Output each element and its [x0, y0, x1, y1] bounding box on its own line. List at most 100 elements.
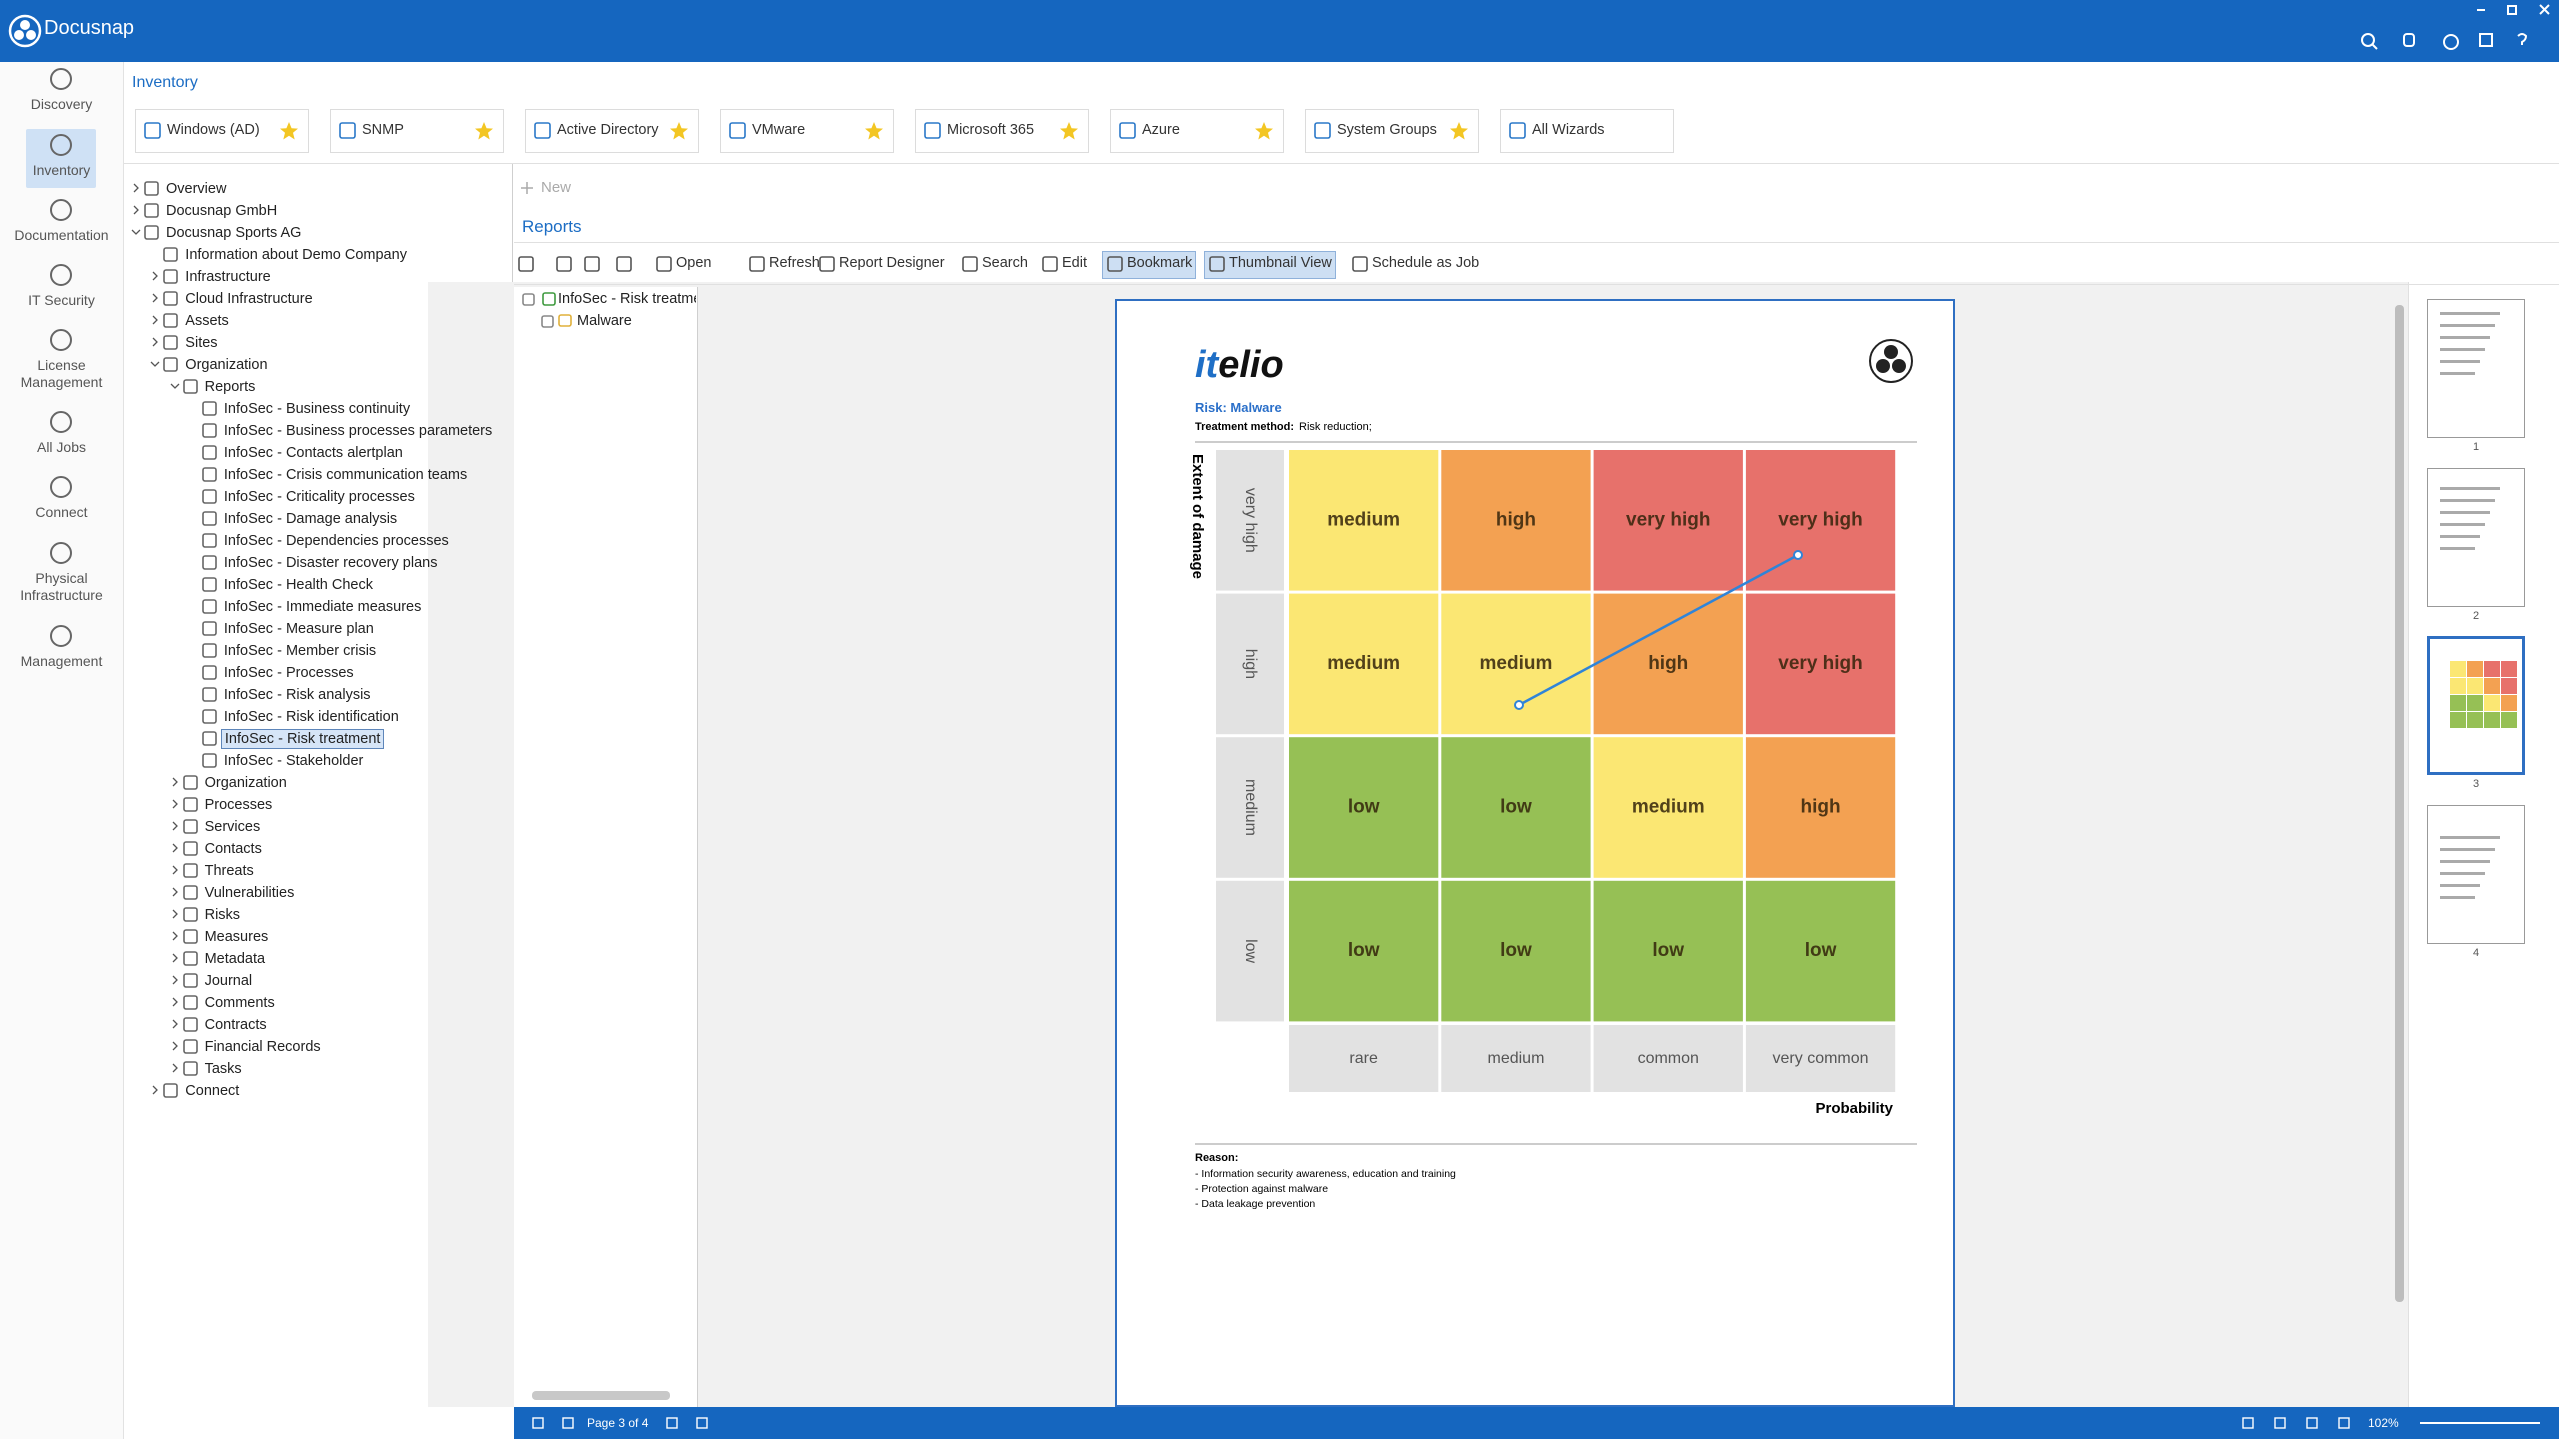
- wizard-button[interactable]: Windows (AD): [135, 109, 309, 153]
- tree-label[interactable]: InfoSec - Stakeholder: [223, 753, 364, 769]
- tree-label[interactable]: InfoSec - Business continuity: [223, 401, 411, 417]
- tree-label[interactable]: Infrastructure: [185, 269, 271, 285]
- tree-label[interactable]: Docusnap GmbH: [166, 203, 278, 219]
- risk-cell-label: low: [1348, 940, 1380, 961]
- nav-icon-shape: [50, 476, 72, 498]
- star-shape: [670, 122, 688, 140]
- toolbar-label[interactable]: Open: [676, 255, 712, 271]
- tree-label[interactable]: Reports: [204, 379, 256, 395]
- thumb-line: [2440, 324, 2495, 327]
- thumbnail[interactable]: [2427, 468, 2525, 607]
- tree-label[interactable]: Contracts: [204, 1017, 267, 1033]
- tree-label[interactable]: Cloud Infrastructure: [185, 291, 313, 307]
- nav-label[interactable]: License Management: [20, 357, 103, 390]
- wizard-button[interactable]: VMware: [720, 109, 894, 153]
- tree-label[interactable]: InfoSec - Business processes parameters: [223, 423, 493, 439]
- nav-label[interactable]: Physical Infrastructure: [20, 570, 103, 603]
- thumb-line: [2440, 860, 2490, 863]
- tree-label[interactable]: InfoSec - Risk identification: [223, 709, 399, 725]
- thumbnail-content: [2440, 836, 2500, 899]
- nav-label[interactable]: Discovery: [30, 96, 93, 112]
- tree-label[interactable]: InfoSec - Disaster recovery plans: [223, 555, 438, 571]
- thumb-line: [2440, 535, 2480, 538]
- toolbar-label[interactable]: Thumbnail View: [1229, 255, 1332, 271]
- tree-label[interactable]: InfoSec - Measure plan: [223, 621, 374, 637]
- tree-label[interactable]: Organization: [185, 357, 268, 373]
- tree-label[interactable]: Comments: [204, 995, 275, 1011]
- toolbar-label[interactable]: Report Designer: [839, 255, 945, 271]
- tree-label[interactable]: InfoSec - Risk analysis: [223, 687, 371, 703]
- wizard-icon: [534, 122, 551, 139]
- h-scrollbar[interactable]: [532, 1391, 670, 1400]
- tree-label[interactable]: Metadata: [204, 951, 266, 967]
- tree-label[interactable]: InfoSec - Immediate measures: [223, 599, 422, 615]
- thumbnail[interactable]: [2427, 299, 2525, 438]
- tree-label[interactable]: InfoSec - Dependencies processes: [223, 533, 449, 549]
- report-tree-root[interactable]: InfoSec - Risk treatmer: [558, 291, 696, 307]
- wizard-button[interactable]: Microsoft 365: [915, 109, 1089, 153]
- thumbnail[interactable]: [2427, 636, 2525, 775]
- wizard-button[interactable]: All Wizards: [1500, 109, 1674, 153]
- tree-label[interactable]: InfoSec - Criticality processes: [223, 489, 415, 505]
- tree-caret: [172, 931, 178, 941]
- wizard-icon-shape: [339, 122, 356, 139]
- tree-icon: [202, 665, 217, 680]
- toolbar-label[interactable]: Edit: [1062, 255, 1087, 271]
- window-controls[interactable]: [2340, 0, 2559, 62]
- tree-label[interactable]: Processes: [204, 797, 273, 813]
- nav-label[interactable]: Connect: [35, 504, 88, 520]
- toolbar-icon: [1352, 256, 1368, 272]
- tree-label[interactable]: Assets: [185, 313, 229, 329]
- tree-label[interactable]: Threats: [204, 863, 254, 879]
- nav-label[interactable]: IT Security: [28, 292, 95, 308]
- caret-shape: [152, 337, 159, 347]
- toolbar-label[interactable]: Schedule as Job: [1372, 255, 1480, 271]
- v-scrollbar[interactable]: [2395, 305, 2404, 1302]
- tree-label[interactable]: Services: [204, 819, 261, 835]
- nav-label[interactable]: Documentation: [14, 227, 109, 243]
- wizard-button[interactable]: Active Directory: [525, 109, 699, 153]
- new-button[interactable]: New: [541, 179, 572, 196]
- tree-icon-shape: [144, 225, 159, 240]
- tree-label[interactable]: Connect: [185, 1083, 240, 1099]
- tree-label[interactable]: Information about Demo Company: [185, 247, 407, 263]
- tree-label[interactable]: InfoSec - Damage analysis: [223, 511, 398, 527]
- toolbar-label[interactable]: Search: [982, 255, 1028, 271]
- toolbar-label[interactable]: Bookmark: [1127, 255, 1193, 271]
- tree-label[interactable]: Contacts: [204, 841, 262, 857]
- tree-label[interactable]: Vulnerabilities: [204, 885, 295, 901]
- wizard-button[interactable]: System Groups: [1305, 109, 1479, 153]
- breadcrumb[interactable]: Inventory: [132, 74, 198, 91]
- tree-label[interactable]: Financial Records: [204, 1039, 321, 1055]
- status-zoom: 102%: [2368, 1416, 2399, 1430]
- nav-label[interactable]: All Jobs: [36, 439, 87, 455]
- toolbar-label[interactable]: Refresh: [769, 255, 820, 271]
- thumbnail[interactable]: [2427, 805, 2525, 944]
- tree-label[interactable]: Organization: [204, 775, 287, 791]
- tree-label[interactable]: Docusnap Sports AG: [166, 225, 302, 241]
- tree-label[interactable]: Risks: [204, 907, 241, 923]
- tree-label[interactable]: Journal: [204, 973, 253, 989]
- report-tree-child[interactable]: Malware: [577, 313, 632, 329]
- tree-label[interactable]: Sites: [185, 335, 218, 351]
- tree-label[interactable]: Tasks: [204, 1061, 242, 1077]
- tree-label[interactable]: InfoSec - Risk treatment: [220, 729, 385, 749]
- tree-label[interactable]: Overview: [166, 181, 227, 197]
- toolbar-icon: [1042, 256, 1058, 272]
- nav-label[interactable]: Management: [20, 653, 103, 669]
- zoom-slider[interactable]: [2420, 1422, 2540, 1424]
- nav-label[interactable]: Inventory: [32, 162, 91, 178]
- tree-icon: [182, 863, 198, 878]
- wizard-button[interactable]: SNMP: [330, 109, 504, 153]
- tree-label[interactable]: InfoSec - Crisis communication teams: [223, 467, 468, 483]
- tree-label[interactable]: Measures: [204, 929, 269, 945]
- risk-cell: [1289, 880, 1439, 1022]
- risk-cell: [1441, 737, 1591, 878]
- tree-label[interactable]: InfoSec - Member crisis: [223, 643, 377, 659]
- tree-icon: [182, 797, 198, 812]
- tree-label[interactable]: InfoSec - Health Check: [223, 577, 373, 593]
- tree-label[interactable]: InfoSec - Processes: [223, 665, 354, 681]
- reports-tab[interactable]: Reports: [522, 217, 582, 236]
- tree-label[interactable]: InfoSec - Contacts alertplan: [223, 445, 403, 461]
- wizard-button[interactable]: Azure: [1110, 109, 1284, 153]
